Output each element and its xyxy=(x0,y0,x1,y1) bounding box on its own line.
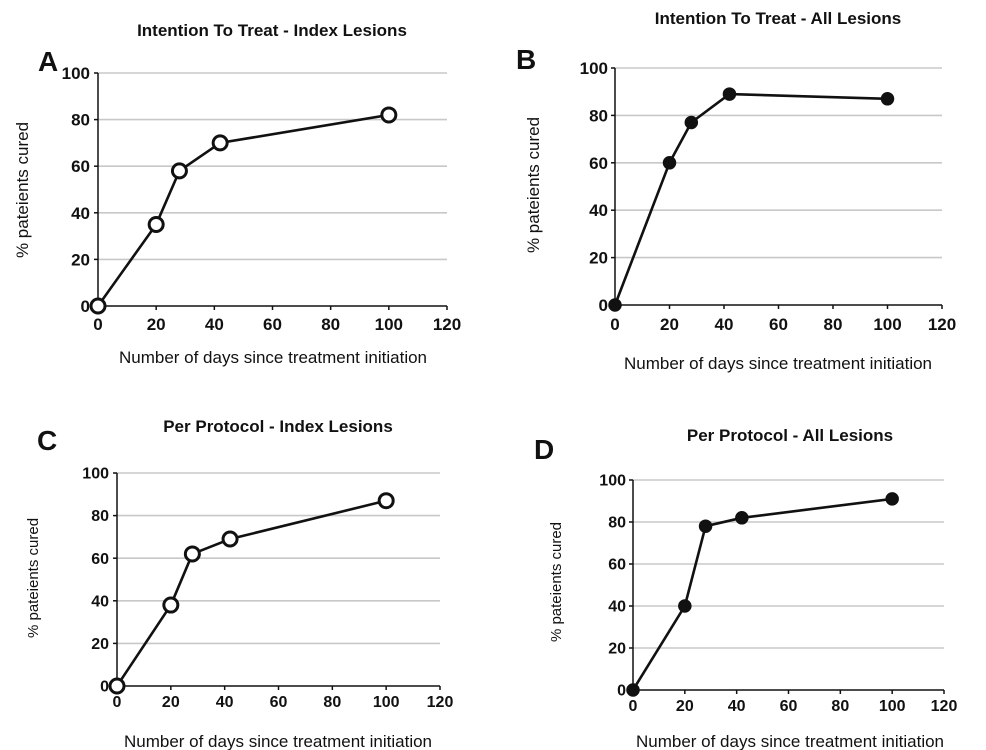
x-axis-label: Number of days since treatment initiatio… xyxy=(636,732,944,750)
panel-letter: C xyxy=(37,425,57,456)
data-point xyxy=(170,162,188,180)
y-tick-label: 40 xyxy=(91,593,109,610)
y-tick-label: 100 xyxy=(82,466,109,483)
chart-panel-d: Per Protocol - All Lesions D 0 20 40 60 80 100 0… xyxy=(534,426,957,750)
y-axis-label: % pateients cured xyxy=(13,122,32,258)
y-tick-label: 0 xyxy=(81,297,90,316)
data-point xyxy=(684,115,699,130)
y-tick-label: 60 xyxy=(71,157,90,176)
y-tick-label: 80 xyxy=(91,508,109,525)
y-axis-label: % pateients cured xyxy=(524,117,543,253)
data-point xyxy=(885,492,899,506)
series-line xyxy=(115,499,387,687)
data-point xyxy=(678,599,692,613)
x-tick-label: 120 xyxy=(928,315,956,334)
panel-letter: B xyxy=(516,44,536,75)
x-tick-label: 0 xyxy=(610,315,619,334)
data-point xyxy=(735,511,749,525)
chart-panel-c: Per Protocol - Index Lesions C 0 20 40 60 80 10… xyxy=(25,417,453,750)
data-point xyxy=(698,519,713,533)
series-line xyxy=(96,113,390,307)
chart-panel-a: Intention To Treat - Index Lesions A 0 20 40… xyxy=(13,21,461,367)
chart-title: Intention To Treat - All Lesions xyxy=(655,9,902,28)
x-tick-label: 100 xyxy=(879,698,906,715)
y-tick-label: 20 xyxy=(71,250,90,269)
series-line xyxy=(613,92,888,306)
x-tick-label: 0 xyxy=(93,315,102,334)
data-point xyxy=(880,92,895,106)
x-tick-label: 120 xyxy=(433,315,461,334)
x-tick-label: 40 xyxy=(715,315,734,334)
series-line xyxy=(631,497,893,691)
y-axis-label: % pateients cured xyxy=(25,518,42,638)
data-point xyxy=(211,134,229,152)
data-point xyxy=(722,87,737,101)
x-tick-label: 80 xyxy=(323,694,341,711)
x-tick-label: 40 xyxy=(205,315,224,334)
data-point xyxy=(108,677,126,695)
x-tick-label: 80 xyxy=(321,315,340,334)
x-tick-label: 60 xyxy=(780,698,798,715)
y-tick-label: 40 xyxy=(589,201,608,220)
x-tick-label: 40 xyxy=(728,698,746,715)
chart-panel-b: Intention To Treat - All Lesions B 0 20 40 60… xyxy=(516,9,956,373)
x-tick-label: 60 xyxy=(270,694,288,711)
data-point xyxy=(183,545,201,563)
y-tick-label: 40 xyxy=(71,204,90,223)
data-point xyxy=(662,156,677,170)
chart-title: Per Protocol - Index Lesions xyxy=(163,417,393,436)
data-point xyxy=(380,106,398,124)
panel-letter: A xyxy=(38,46,58,77)
x-tick-label: 20 xyxy=(660,315,679,334)
y-tick-label: 20 xyxy=(608,641,626,658)
panel-letter: D xyxy=(534,434,554,465)
y-tick-label: 0 xyxy=(100,679,109,696)
y-tick-label: 100 xyxy=(62,64,90,83)
x-tick-label: 20 xyxy=(147,315,166,334)
x-tick-label: 0 xyxy=(113,694,122,711)
x-axis-label: Number of days since treatment initiatio… xyxy=(624,354,932,373)
x-tick-label: 100 xyxy=(373,694,400,711)
y-axis-label: % pateients cured xyxy=(548,522,565,642)
y-tick-label: 60 xyxy=(91,551,109,568)
data-point xyxy=(626,683,640,697)
x-axis-label: Number of days since treatment initiatio… xyxy=(124,732,432,750)
data-point xyxy=(162,596,180,614)
y-tick-label: 40 xyxy=(608,599,626,616)
y-tick-label: 100 xyxy=(580,59,608,78)
chart-title: Intention To Treat - Index Lesions xyxy=(137,21,407,40)
x-tick-label: 40 xyxy=(216,694,234,711)
y-tick-label: 100 xyxy=(599,473,626,490)
x-tick-label: 60 xyxy=(769,315,788,334)
x-tick-label: 120 xyxy=(427,694,454,711)
data-point xyxy=(89,297,107,315)
y-tick-label: 20 xyxy=(91,636,109,653)
x-tick-label: 120 xyxy=(931,698,958,715)
y-tick-label: 60 xyxy=(608,557,626,574)
x-tick-label: 80 xyxy=(824,315,843,334)
y-tick-label: 60 xyxy=(589,154,608,173)
data-point xyxy=(377,492,395,510)
y-tick-label: 0 xyxy=(599,296,608,315)
x-tick-label: 100 xyxy=(375,315,403,334)
x-tick-label: 80 xyxy=(831,698,849,715)
x-tick-label: 60 xyxy=(263,315,282,334)
data-point xyxy=(608,298,622,312)
x-tick-label: 20 xyxy=(162,694,180,711)
x-tick-label: 100 xyxy=(873,315,901,334)
y-tick-label: 80 xyxy=(608,515,626,532)
y-tick-label: 20 xyxy=(589,249,608,268)
x-tick-label: 20 xyxy=(676,698,694,715)
chart-title: Per Protocol - All Lesions xyxy=(687,426,893,445)
y-tick-label: 80 xyxy=(71,111,90,130)
x-tick-label: 0 xyxy=(629,698,638,715)
y-tick-label: 80 xyxy=(589,106,608,125)
y-tick-label: 0 xyxy=(617,683,626,700)
x-axis-label: Number of days since treatment initiatio… xyxy=(119,348,427,367)
data-point xyxy=(147,215,165,233)
data-point xyxy=(221,530,239,548)
